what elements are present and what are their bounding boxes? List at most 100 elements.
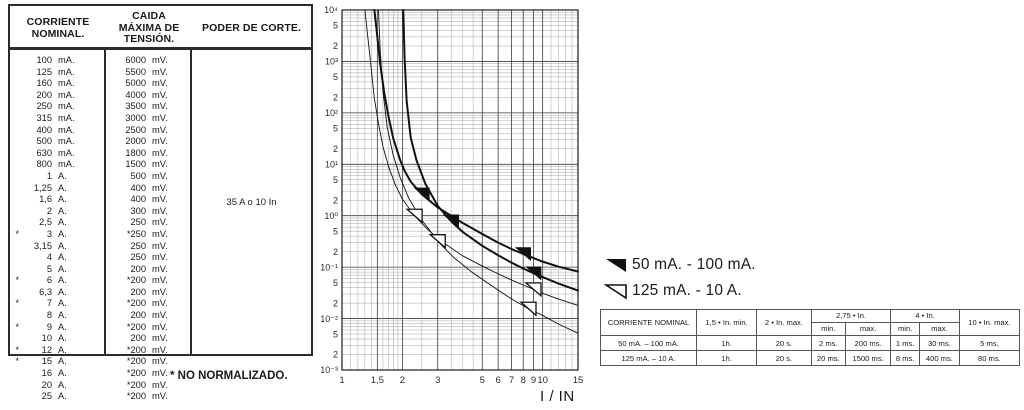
spec-row-voltage-drop: 3000 mV. <box>106 113 190 125</box>
spec-drop-unit: mV. <box>152 286 168 297</box>
spec-drop-value: 2000 <box>125 136 146 147</box>
timing-cell-275in-max: 200 ms. <box>844 335 892 352</box>
chart-curve <box>402 9 579 292</box>
spec-current-unit: A. <box>58 344 67 355</box>
chart-x-tick-label: 1 <box>339 375 344 386</box>
spec-current-value: 6 <box>46 275 52 286</box>
spec-current-unit: A. <box>58 228 67 239</box>
spec-current-unit: A. <box>58 379 67 390</box>
spec-current-star: * <box>15 228 19 239</box>
spec-row-voltage-drop: 200 mV. <box>106 287 190 299</box>
chart-y-tick-label: 5 <box>333 72 338 82</box>
spec-drop-unit: mV. <box>152 356 168 367</box>
filled-triangle-icon <box>413 187 430 202</box>
spec-row-current: 400 mA. <box>10 125 104 137</box>
chart-svg: 10⁴ 5 2 10³ 5 2 10² 5 2 10¹ 5 2 10⁰ 5 2 10⁻¹ 5 2 10⁻² 5 2 10⁻… <box>320 5 583 386</box>
timing-cell-4in-max: 400 ms. <box>918 350 960 367</box>
timing-characteristics-table: CORRIENTE NOMINAL 1,5 • In. min. 2 • In.… <box>600 308 1021 367</box>
chart-y-tick-label: 5 <box>333 329 338 339</box>
spec-row-current: 1 A. <box>10 171 104 183</box>
spec-current-star: * <box>15 275 19 286</box>
spec-drop-unit: mV. <box>152 379 168 390</box>
timing-cell-4in-min: 8 ms. <box>890 350 920 367</box>
spec-row-voltage-drop: 300 mV. <box>106 206 190 218</box>
spec-current-value: 6,3 <box>39 286 52 297</box>
spec-current-value: 315 <box>36 112 52 123</box>
column-corriente-nominal: 100 mA. 125 mA. 160 mA. 200 mA. 250 mA. 315 mA. 400 m… <box>10 50 106 401</box>
spec-current-value: 5 <box>46 263 52 274</box>
spec-current-unit: mA. <box>58 124 75 135</box>
spec-row-current: 6,3 A. <box>10 287 104 299</box>
spec-drop-unit: mV. <box>152 136 168 147</box>
header-corriente-nominal: CORRIENTE NOMINAL. <box>10 10 106 47</box>
spec-current-star: * <box>15 298 19 309</box>
header-caida-maxima-tension: CAIDA MÁXIMA DE TENSIÓN. <box>106 10 192 47</box>
timing-table-head: CORRIENTE NOMINAL 1,5 • In. min. 2 • In.… <box>600 308 1021 337</box>
spec-row-voltage-drop: 400 mV. <box>106 194 190 206</box>
chart-x-tick-label: 8 <box>521 375 526 386</box>
chart-y-tick-label: 2 <box>333 93 338 103</box>
timing-cell-1p5in-min: 1h. <box>695 335 758 352</box>
spec-current-value: 1 <box>46 170 52 181</box>
spec-row-voltage-drop: *200 mV. <box>106 275 190 287</box>
chart-y-tick-label: 5 <box>333 175 338 185</box>
chart-plot-frame <box>341 9 579 371</box>
spec-row-current: 10 A. <box>10 333 104 345</box>
spec-row-voltage-drop: *250 mV. <box>106 229 190 241</box>
spec-drop-unit: mV. <box>152 298 168 309</box>
timing-header-row-sub: min. max. min. max. <box>601 321 1020 337</box>
spec-current-unit: mA. <box>58 89 75 100</box>
spec-current-star: * <box>15 344 19 355</box>
spec-current-unit: A. <box>58 333 67 344</box>
legend-label-open: 125 mA. - 10 A. <box>632 282 742 299</box>
chart-grid-minor <box>342 9 578 371</box>
spec-drop-value: *200 <box>126 275 146 286</box>
spec-drop-value: *200 <box>126 356 146 367</box>
chart-x-axis-labels: 1 1,5 2 3 5 6 7 8 9 10 15 <box>339 375 583 386</box>
filled-triangle-icon <box>606 259 626 272</box>
chart-y-tick-label: 10¹ <box>325 159 338 169</box>
spec-row-voltage-drop: 200 mV. <box>106 264 190 276</box>
spec-drop-value: 2500 <box>125 124 146 135</box>
spec-drop-unit: mV. <box>152 89 168 100</box>
spec-drop-value: 4000 <box>125 89 146 100</box>
timing-cell-10in-max: 5 ms. <box>958 335 1021 352</box>
chart-y-tick-label: 5 <box>333 226 338 236</box>
spec-row-voltage-drop: *200 mV. <box>106 298 190 310</box>
timing-header-275in-group: 2,75 • In. <box>810 309 892 323</box>
timing-table-row: 125 mA. – 10 A. 1h. 20 s. 20 ms. 1500 ms. 8 m… <box>600 350 1021 367</box>
spec-current-value: 9 <box>46 321 52 332</box>
spec-drop-unit: mV. <box>152 66 168 77</box>
timing-cell-name: 50 mA. – 100 mA. <box>600 335 697 352</box>
chart-y-axis-labels: 10⁴ 5 2 10³ 5 2 10² 5 2 10¹ 5 2 10⁰ 5 2 10⁻¹ 5 2 10⁻² 5 2 10⁻… <box>320 5 338 375</box>
spec-row-current: * 12 A. <box>10 345 104 357</box>
spec-current-unit: A. <box>58 205 67 216</box>
header-caida-line2: MÁXIMA DE <box>118 21 180 34</box>
spec-row-current: 315 mA. <box>10 113 104 125</box>
spec-row-current: 25 A. <box>10 391 104 403</box>
spec-current-value: 1,6 <box>39 194 52 205</box>
spec-current-value: 7 <box>46 298 52 309</box>
spec-drop-unit: mV. <box>152 217 168 228</box>
header-corriente-line2: NOMINAL. <box>31 27 85 40</box>
spec-current-value: 10 <box>41 333 52 344</box>
spec-row-voltage-drop: 3500 mV. <box>106 101 190 113</box>
spec-drop-unit: mV. <box>152 252 168 263</box>
spec-drop-value: *200 <box>126 391 146 402</box>
spec-drop-value: 200 <box>130 333 146 344</box>
spec-current-unit: A. <box>58 310 67 321</box>
chart-x-tick-label: 5 <box>480 375 485 386</box>
chart-y-tick-label: 5 <box>333 278 338 288</box>
spec-current-unit: mA. <box>58 78 75 89</box>
chart-y-tick-label: 10³ <box>325 57 338 67</box>
spec-current-value: 160 <box>36 78 52 89</box>
spec-current-value: 25 <box>41 391 52 402</box>
spec-current-value: 4 <box>46 252 52 263</box>
spec-drop-unit: mV. <box>152 194 168 205</box>
breaking-capacity-value: 35 A o 10 In <box>226 196 277 208</box>
spec-current-value: 400 <box>36 124 52 135</box>
chart-y-tick-label: 2 <box>333 298 338 308</box>
chart-legend: 50 mA. - 100 mA. 125 mA. - 10 A. <box>604 252 756 304</box>
spec-current-unit: A. <box>58 252 67 263</box>
spec-drop-unit: mV. <box>152 205 168 216</box>
